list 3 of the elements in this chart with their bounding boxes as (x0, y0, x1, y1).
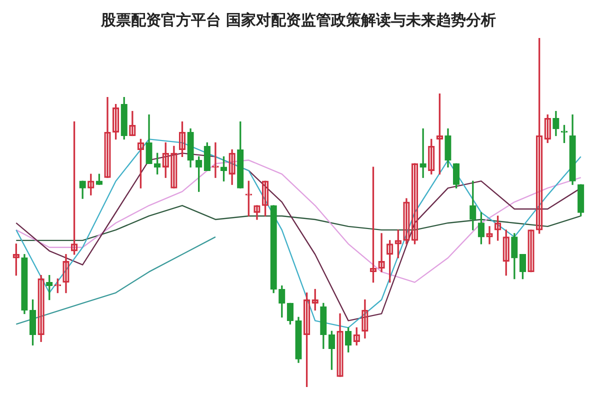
chart-title: 股票配资官方平台 国家对配资监管政策解读与未来趋势分析 (100, 10, 496, 29)
candlestick (528, 230, 534, 272)
candlestick (420, 128, 426, 178)
